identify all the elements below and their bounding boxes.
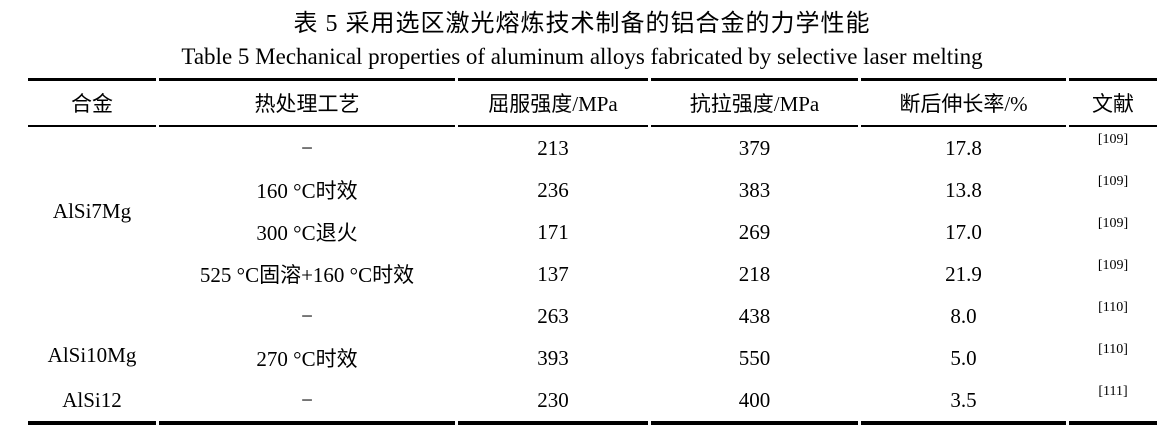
reference-number: [109] <box>1097 258 1129 273</box>
reference-cell: [109] <box>1069 211 1157 253</box>
alloy-group-label: AlSi12 <box>28 379 156 425</box>
table-row: AlSi10Mg − 263 438 8.0 [110] <box>28 295 1157 367</box>
treatment-cell: 300 °C退火 <box>256 221 358 245</box>
tensile-strength-cell: 400 <box>651 379 858 425</box>
table-title-english: Table 5 Mechanical properties of aluminu… <box>181 44 983 69</box>
elongation-cell: 13.8 <box>945 177 982 202</box>
elongation-cell: 17.0 <box>945 219 982 244</box>
reference-number: [110] <box>1098 300 1128 315</box>
column-header-tensile-strength: 抗拉强度/MPa <box>651 78 858 127</box>
yield-strength-cell: 230 <box>458 379 648 425</box>
reference-cell: [110] <box>1069 295 1157 337</box>
reference-cell: [109] <box>1069 169 1157 211</box>
column-header-alloy: 合金 <box>28 78 156 127</box>
yield-strength-cell: 213 <box>537 135 569 160</box>
treatment-cell: 270 °C时效 <box>256 347 358 371</box>
table-row: 525 °C固溶+160 °C时效 137 218 21.9 [109] <box>28 253 1157 295</box>
column-header-reference: 文献 <box>1069 78 1157 127</box>
reference-cell: [109] <box>1069 253 1157 295</box>
treatment-cell: − <box>159 379 455 425</box>
column-header-heat-treatment: 热处理工艺 <box>159 78 455 127</box>
table-row: 270 °C时效 393 550 5.0 [110] <box>28 337 1157 379</box>
yield-strength-cell: 171 <box>537 219 569 244</box>
reference-number: [111] <box>1098 384 1128 399</box>
treatment-cell: − <box>301 303 313 328</box>
tensile-strength-cell: 269 <box>738 219 771 244</box>
tensile-strength-cell: 383 <box>738 177 771 202</box>
treatment-cell: − <box>301 135 313 160</box>
header-row: 合金 热处理工艺 屈服强度/MPa 抗拉强度/MPa 断后伸长率/% 文献 <box>28 78 1157 127</box>
table-row: 300 °C退火 171 269 17.0 [109] <box>28 211 1157 253</box>
elongation-cell: 17.8 <box>945 135 982 160</box>
elongation-cell: 8.0 <box>950 303 977 328</box>
reference-number: [109] <box>1097 132 1129 147</box>
table-row: AlSi12 − 230 400 3.5 [111] <box>28 379 1157 425</box>
reference-cell: [110] <box>1069 337 1157 379</box>
reference-cell: [109] <box>1069 127 1157 169</box>
column-header-yield-strength: 屈服强度/MPa <box>458 78 648 127</box>
yield-strength-cell: 236 <box>537 177 569 202</box>
table-row: AlSi7Mg − 213 379 17.8 [109] <box>28 127 1157 223</box>
tensile-strength-cell: 438 <box>738 303 771 328</box>
yield-strength-cell: 137 <box>537 261 569 286</box>
reference-number: [109] <box>1097 174 1129 189</box>
yield-strength-cell: 393 <box>537 345 569 370</box>
mechanical-properties-table: 合金 热处理工艺 屈服强度/MPa 抗拉强度/MPa 断后伸长率/% 文献 Al… <box>25 78 1160 425</box>
alloy-group-label: AlSi7Mg <box>52 198 132 223</box>
treatment-cell: 525 °C固溶+160 °C时效 <box>199 263 415 287</box>
elongation-cell: 21.9 <box>945 261 982 286</box>
reference-number: [110] <box>1098 342 1128 357</box>
column-header-elongation: 断后伸长率/% <box>861 78 1066 127</box>
elongation-cell: 3.5 <box>861 379 1066 425</box>
reference-cell: [111] <box>1069 379 1157 425</box>
table-row: 160 °C时效 236 383 13.8 [109] <box>28 169 1157 211</box>
alloy-group-label: AlSi10Mg <box>47 343 137 367</box>
yield-strength-cell: 263 <box>537 303 569 328</box>
treatment-cell: 160 °C时效 <box>256 179 358 203</box>
table-title-chinese: 表 5 采用选区激光熔炼技术制备的铝合金的力学性能 <box>293 11 871 37</box>
tensile-strength-cell: 218 <box>738 261 771 286</box>
tensile-strength-cell: 550 <box>738 345 771 370</box>
elongation-cell: 5.0 <box>950 345 977 370</box>
reference-number: [109] <box>1097 216 1129 231</box>
tensile-strength-cell: 379 <box>738 135 771 160</box>
